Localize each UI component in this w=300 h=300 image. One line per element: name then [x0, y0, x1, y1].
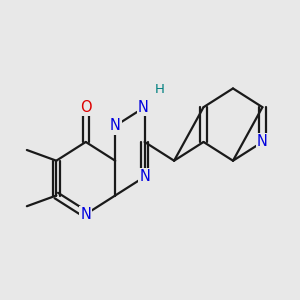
Text: N: N	[80, 207, 91, 222]
Text: N: N	[110, 118, 121, 134]
Text: N: N	[257, 134, 268, 149]
Text: H: H	[154, 83, 164, 96]
Text: N: N	[139, 169, 150, 184]
Text: N: N	[138, 100, 149, 115]
Text: O: O	[80, 100, 92, 115]
